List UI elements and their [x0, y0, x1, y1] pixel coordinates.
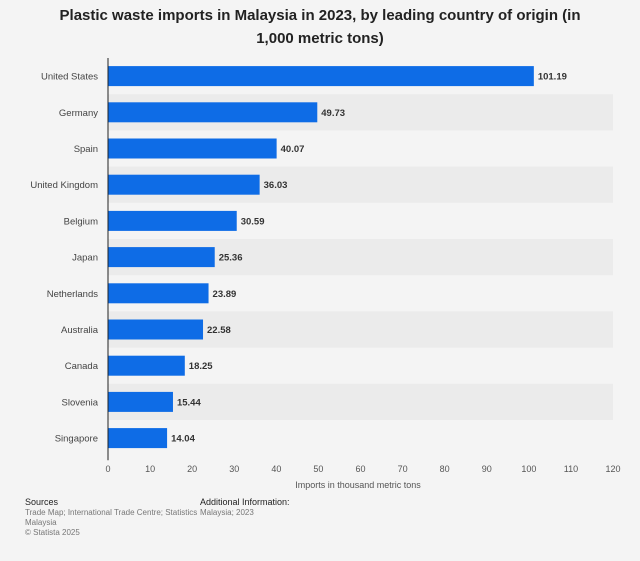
bar	[108, 210, 237, 231]
value-label: 36.03	[264, 180, 288, 191]
x-tick-label: 100	[521, 464, 536, 474]
row-band	[108, 383, 613, 420]
bar	[108, 247, 215, 268]
sources-heading: Sources	[25, 497, 59, 507]
category-label: Japan	[72, 253, 98, 264]
category-label: Spain	[74, 144, 98, 155]
x-tick-label: 10	[145, 464, 155, 474]
category-label: Canada	[65, 361, 99, 372]
bar	[108, 428, 168, 449]
additional-info-heading: Additional Information:	[200, 497, 290, 507]
sources-block: Sources Trade Map; International Trade C…	[25, 497, 205, 538]
bar	[108, 391, 173, 412]
value-label: 40.07	[281, 144, 305, 155]
value-label: 101.19	[538, 72, 567, 83]
bar	[108, 355, 185, 376]
x-tick-label: 90	[482, 464, 492, 474]
category-label: Germany	[59, 108, 98, 119]
x-tick-label: 50	[313, 464, 323, 474]
x-tick-label: 40	[271, 464, 281, 474]
category-label: Netherlands	[47, 289, 98, 300]
bar	[108, 283, 209, 304]
x-tick-label: 80	[440, 464, 450, 474]
additional-info-block: Additional Information: Malaysia; 2023	[200, 497, 380, 518]
category-label: Belgium	[64, 216, 98, 227]
x-tick-label: 60	[355, 464, 365, 474]
bar	[108, 66, 534, 87]
x-tick-label: 120	[605, 464, 620, 474]
x-tick-label: 110	[564, 464, 578, 474]
chart-title: Plastic waste imports in Malaysia in 202…	[59, 7, 581, 47]
category-label: United States	[41, 72, 98, 83]
value-label: 25.36	[219, 253, 243, 264]
value-label: 18.25	[189, 361, 213, 372]
bar	[108, 138, 277, 159]
category-label: Singapore	[55, 434, 98, 445]
sources-text: Trade Map; International Trade Centre; S…	[25, 508, 198, 527]
value-label: 22.58	[207, 325, 231, 336]
value-label: 14.04	[171, 434, 195, 445]
category-label: United Kingdom	[30, 180, 98, 191]
category-label: Slovenia	[62, 397, 99, 408]
bar	[108, 102, 318, 123]
x-tick-label: 20	[187, 464, 197, 474]
bar-chart: United States 101.19 Germany 49.73 Spain 40.0…	[30, 58, 621, 474]
value-label: 15.44	[177, 397, 201, 408]
bar	[108, 319, 204, 340]
x-tick-label: 30	[229, 464, 239, 474]
value-label: 49.73	[321, 108, 345, 119]
additional-info-text: Malaysia; 2023	[200, 508, 254, 517]
category-label: Australia	[61, 325, 99, 336]
x-axis-label: Imports in thousand metric tons	[295, 480, 421, 490]
bar	[108, 174, 260, 195]
value-label: 30.59	[241, 216, 265, 227]
x-tick-label: 70	[398, 464, 408, 474]
x-tick-label: 0	[105, 464, 110, 474]
copyright-text: © Statista 2025	[25, 528, 80, 537]
value-label: 23.89	[213, 289, 237, 300]
